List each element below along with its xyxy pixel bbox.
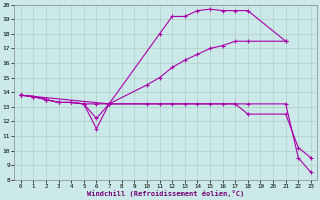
- X-axis label: Windchill (Refroidissement éolien,°C): Windchill (Refroidissement éolien,°C): [87, 190, 244, 197]
